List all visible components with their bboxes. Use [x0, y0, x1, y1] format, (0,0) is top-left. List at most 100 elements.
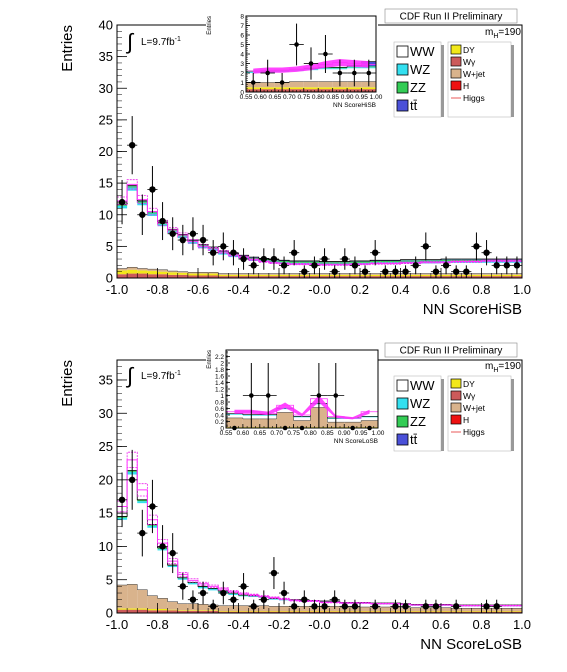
bottom-ytick-label-3: 15	[99, 506, 113, 521]
top-bar-W+jet-3	[147, 269, 157, 271]
top-inset-data-point-8	[366, 71, 371, 76]
bottom-legend-swatch-3	[397, 434, 408, 445]
top-xlabel: NN ScoreHiSB	[423, 301, 522, 318]
bottom-bar-W+jet-5	[168, 602, 178, 610]
top-bar-DY-23	[350, 275, 360, 276]
bottom-bar-DY-6	[178, 610, 188, 611]
bottom-legend-label-r3: H	[463, 415, 469, 425]
top-bar-ZZ-18	[299, 262, 309, 263]
top-data-point-39	[514, 262, 520, 268]
top-bar-W+jet-2	[137, 269, 147, 271]
bottom-data-point-19	[311, 603, 317, 609]
bottom-bar-W+jet-3	[147, 596, 157, 609]
bottom-inset-ytick-label-7: 1.4	[215, 380, 224, 387]
bottom-bar-WW-39	[512, 606, 522, 608]
top-mass-value: =190	[498, 27, 521, 38]
bottom-data-point-29	[453, 603, 459, 609]
top-inset-bar-DY-8	[362, 87, 376, 89]
top-data-point-17	[291, 250, 297, 256]
bottom-bar-DY-7	[188, 610, 198, 611]
bottom-legend-label-3: tt̄	[410, 432, 418, 447]
bottom-ytick-label-1: 5	[106, 572, 113, 587]
bottom-legend-label-r4: Higgs	[463, 427, 485, 437]
top-bar-ZZ-26	[380, 261, 390, 262]
bottom-bar-DY-0	[117, 608, 127, 609]
bottom-legend-label-0: WW	[410, 378, 435, 393]
top-data-point-26	[382, 268, 388, 274]
top-data-point-36	[483, 250, 489, 256]
top-inset-xlabel: NN ScoreHiSB	[333, 102, 376, 109]
bottom-bar-DY-4	[158, 609, 168, 610]
top-data-point-16	[281, 262, 287, 268]
top-inset-xtick-label-5: 0.80	[312, 94, 325, 101]
top-ylabel: Entries	[59, 25, 76, 72]
bottom-data-point-9	[210, 603, 216, 609]
top-bar-DY-3	[147, 271, 157, 274]
top-title: CDF Run II Preliminary	[400, 12, 503, 23]
top-inset-bar-DY-6	[333, 87, 347, 89]
top-ytick-label-6: 30	[99, 81, 113, 96]
top-legend-swatch-r1	[451, 57, 461, 66]
top-data-point-30	[423, 243, 429, 249]
top-legend-swatch-1	[397, 64, 408, 75]
bottom-bar-W+jet-38	[502, 608, 512, 611]
top-inset-bar-W+jet-5	[318, 82, 332, 88]
bottom-legend-label-r2: W+jet	[463, 403, 486, 413]
bottom-inset-xtick-label-6: 0.85	[321, 430, 334, 437]
bottom-legend-label-r1: Wγ	[463, 391, 476, 401]
top-inset-xtick-label-7: 0.90	[341, 94, 354, 101]
top-data-point-4	[159, 218, 165, 224]
top-bar-WW-17	[289, 265, 299, 274]
top-bar-DY-2	[137, 270, 147, 273]
top-bar-DY-13	[249, 275, 259, 276]
bottom-data-point-25	[392, 603, 398, 609]
bottom-inset-ytick-label-5: 1	[220, 393, 224, 400]
bottom-bar-W+jet-15	[269, 606, 279, 611]
top-bar-DY-6	[178, 273, 188, 275]
bottom-xtick-label-4: -0.2	[268, 617, 290, 632]
top-inset-xtick-label-9: 1.00	[370, 94, 383, 101]
top-mass-label: mH=190	[485, 27, 521, 40]
top-inset-bar-DY-3	[289, 87, 303, 89]
top-bar-W+jet-0	[117, 269, 127, 271]
bottom-bar-DY-8	[198, 610, 208, 611]
top-data-point-32	[443, 262, 449, 268]
top-ytick-label-4: 20	[99, 144, 113, 159]
bottom-data-point-4	[159, 543, 165, 549]
top-inset-bar-WW-3	[289, 71, 303, 81]
bottom-bar-DY-35	[471, 611, 481, 612]
bottom-bar-W+jet-12	[239, 606, 249, 611]
bottom-inset-bar-WW-4	[294, 417, 311, 420]
bottom-bar-WW-32	[441, 606, 451, 608]
top-data-point-9	[210, 250, 216, 256]
bottom-bar-DY-1	[127, 608, 137, 609]
bottom-data-point-11	[230, 596, 236, 602]
top-bar-ZZ-21	[330, 262, 340, 263]
bottom-data-point-15	[271, 570, 277, 576]
top-bar-DY-39	[512, 275, 522, 276]
top-data-point-34	[463, 268, 469, 274]
bottom-legend-swatch-r1	[451, 391, 461, 400]
bottom-bar-W+jet-29	[411, 608, 421, 611]
top-inset-data-point-5	[323, 52, 328, 57]
bottom-bar-WW-24	[360, 604, 370, 607]
top-legend-left-shadow	[441, 45, 444, 117]
bottom-bar-W+jet-32	[441, 608, 451, 611]
top-inset-ytick-label-4: 4	[240, 51, 244, 58]
top-inset-ytick-label-3: 3	[240, 61, 244, 68]
top-lumi-prefix: L=9.7fb	[141, 37, 175, 48]
bottom-xtick-label-8: 0.6	[432, 617, 450, 632]
bottom-bar-DY-11	[228, 611, 238, 612]
bottom-bar-W+jet-0	[117, 585, 127, 608]
top-data-point-6	[180, 237, 186, 243]
bottom-bar-WW-35	[471, 606, 481, 608]
top-bar-DY-4	[158, 272, 168, 275]
top-bar-WW-1	[127, 191, 137, 268]
top-data-point-20	[321, 256, 327, 262]
top-bar-DY-11	[228, 275, 238, 276]
bottom-inset-xtick-label-5: 0.80	[304, 430, 317, 437]
top-data-point-8	[200, 237, 206, 243]
